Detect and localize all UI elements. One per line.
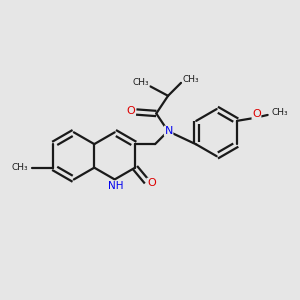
Text: NH: NH [108, 181, 124, 191]
Text: N: N [164, 126, 173, 136]
Text: CH₃: CH₃ [132, 78, 149, 87]
Text: CH₃: CH₃ [271, 108, 288, 117]
Text: O: O [147, 178, 156, 188]
Text: CH₃: CH₃ [182, 75, 199, 84]
Text: CH₃: CH₃ [11, 163, 28, 172]
Text: O: O [127, 106, 135, 116]
Text: O: O [252, 110, 261, 119]
